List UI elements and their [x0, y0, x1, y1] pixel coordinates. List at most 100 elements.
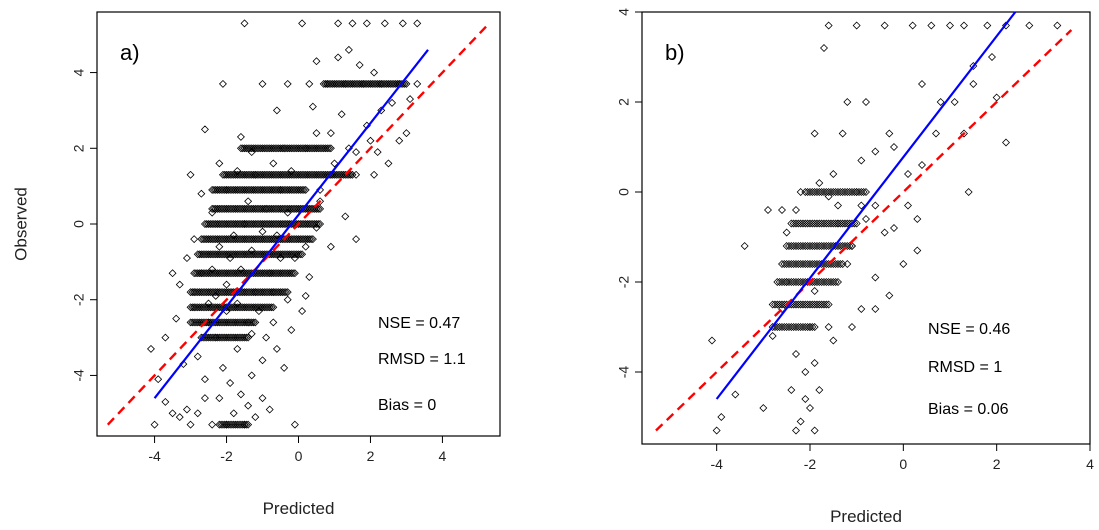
data-point: [262, 170, 271, 179]
data-point: [233, 303, 242, 312]
data-point: [276, 204, 285, 213]
data-point: [235, 220, 244, 228]
data-point: [222, 235, 231, 244]
data-point: [292, 185, 301, 194]
data-point: [226, 254, 235, 263]
data-point: [224, 185, 233, 194]
data-point: [224, 269, 233, 278]
data-point: [280, 363, 289, 372]
data-point: [247, 303, 256, 312]
data-point: [206, 250, 215, 259]
data-point: [263, 170, 272, 179]
data-point: [862, 188, 870, 196]
data-point: [200, 375, 209, 384]
data-point: [188, 288, 197, 297]
data-point: [290, 144, 299, 153]
data-point: [317, 170, 326, 179]
data-point: [235, 318, 244, 327]
data-point: [224, 220, 233, 228]
data-point: [247, 170, 256, 179]
data-point: [307, 235, 316, 244]
data-point: [260, 204, 269, 213]
data-point: [289, 269, 298, 278]
data-point: [801, 323, 810, 331]
data-point: [226, 250, 235, 259]
data-point: [265, 204, 274, 213]
data-point: [226, 170, 235, 179]
y-tick-label: -2: [71, 293, 87, 306]
data-point: [247, 185, 256, 194]
data-point: [188, 303, 197, 312]
data-point: [278, 170, 287, 179]
data-point: [307, 144, 316, 153]
data-point: [808, 188, 817, 196]
data-point: [303, 220, 312, 228]
data-point: [213, 220, 222, 228]
data-point: [226, 220, 235, 228]
data-point: [778, 260, 786, 268]
data-point: [182, 254, 191, 263]
data-point: [220, 269, 229, 278]
data-point: [217, 288, 226, 297]
data-point: [280, 288, 289, 297]
data-point: [308, 102, 317, 111]
data-point: [764, 206, 772, 214]
data-point: [218, 333, 227, 342]
data-point: [281, 220, 290, 228]
data-point: [215, 220, 224, 228]
data-point: [258, 394, 267, 403]
data-point: [213, 250, 222, 259]
data-point: [337, 110, 346, 119]
data-point: [202, 250, 211, 259]
x-tick-label: 4: [1086, 456, 1094, 472]
data-point: [242, 220, 251, 228]
data-point: [240, 185, 249, 194]
data-point: [209, 303, 218, 312]
data-point: [913, 246, 922, 255]
data-point: [834, 201, 842, 210]
data-point: [289, 250, 298, 259]
data-point: [836, 260, 845, 268]
data-point: [262, 185, 271, 194]
data-point: [233, 185, 242, 194]
data-point: [251, 288, 260, 297]
data-point: [271, 288, 280, 297]
data-point: [202, 269, 211, 278]
data-point: [278, 185, 287, 194]
data-point: [820, 219, 828, 228]
data-point: [337, 170, 346, 179]
data-point: [310, 144, 319, 153]
data-point: [197, 235, 206, 244]
data-point: [280, 204, 289, 213]
data-point: [796, 219, 805, 228]
data-point: [213, 235, 222, 244]
data-point: [308, 144, 317, 153]
data-point: [782, 278, 791, 286]
data-point: [229, 185, 238, 194]
data-point: [289, 144, 298, 153]
data-point: [209, 220, 218, 228]
data-point: [380, 19, 389, 28]
data-point: [272, 204, 281, 213]
data-point: [824, 323, 833, 331]
x-tick-label: 4: [439, 448, 447, 464]
rmsd-label: RMSD = 1: [928, 359, 1002, 376]
panel-label: a): [120, 40, 140, 65]
data-point: [280, 220, 289, 228]
data-point: [227, 420, 236, 429]
data-point: [871, 305, 880, 313]
data-point: [272, 344, 281, 353]
data-point: [235, 250, 244, 259]
data-point: [913, 215, 922, 223]
data-point: [330, 159, 339, 168]
data-point: [803, 260, 812, 268]
data-point: [254, 288, 263, 297]
data-point: [220, 185, 229, 194]
data-point: [271, 185, 280, 194]
data-point: [308, 170, 317, 179]
data-point: [319, 144, 328, 153]
data-point: [841, 219, 849, 228]
data-point: [808, 219, 817, 228]
data-point: [334, 19, 343, 28]
data-point: [260, 144, 269, 153]
